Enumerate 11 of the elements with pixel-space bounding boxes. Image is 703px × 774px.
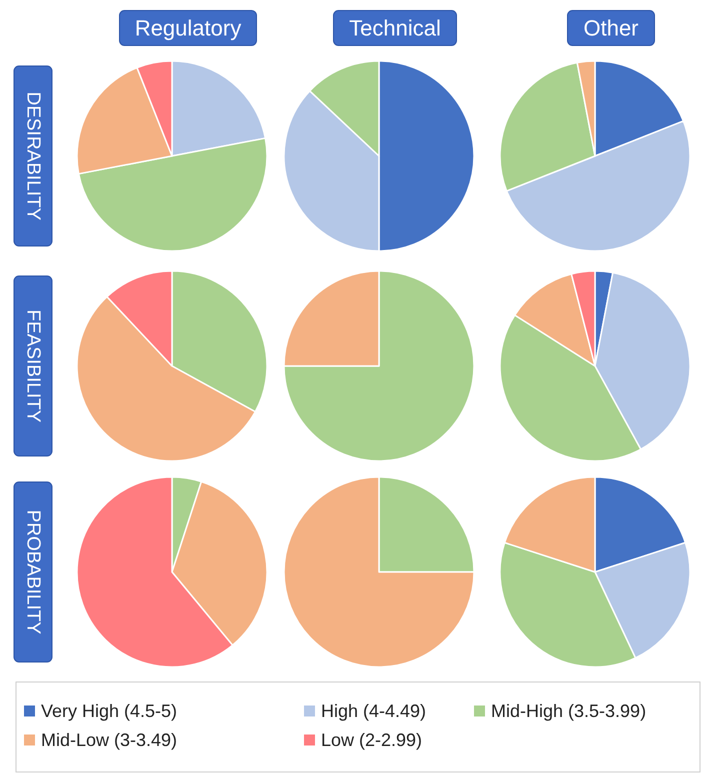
chart-title: Technical <box>349 16 441 40</box>
legend-label: Mid-High (3.5-3.99) <box>491 701 646 721</box>
legend-label: Mid-Low (3-3.49) <box>41 730 178 750</box>
chart-title: Other <box>583 16 639 40</box>
text: DESIRABILITY <box>22 92 44 221</box>
legend-label: Low (2-2.99) <box>321 730 422 750</box>
legend-label: High (4-4.49) <box>321 701 426 721</box>
text: PROBABILITY <box>22 510 44 635</box>
chart-title: Regulatory <box>134 16 242 40</box>
text: FEASIBILITY <box>22 310 44 423</box>
legend-label: Very High (4.5-5) <box>41 701 178 721</box>
